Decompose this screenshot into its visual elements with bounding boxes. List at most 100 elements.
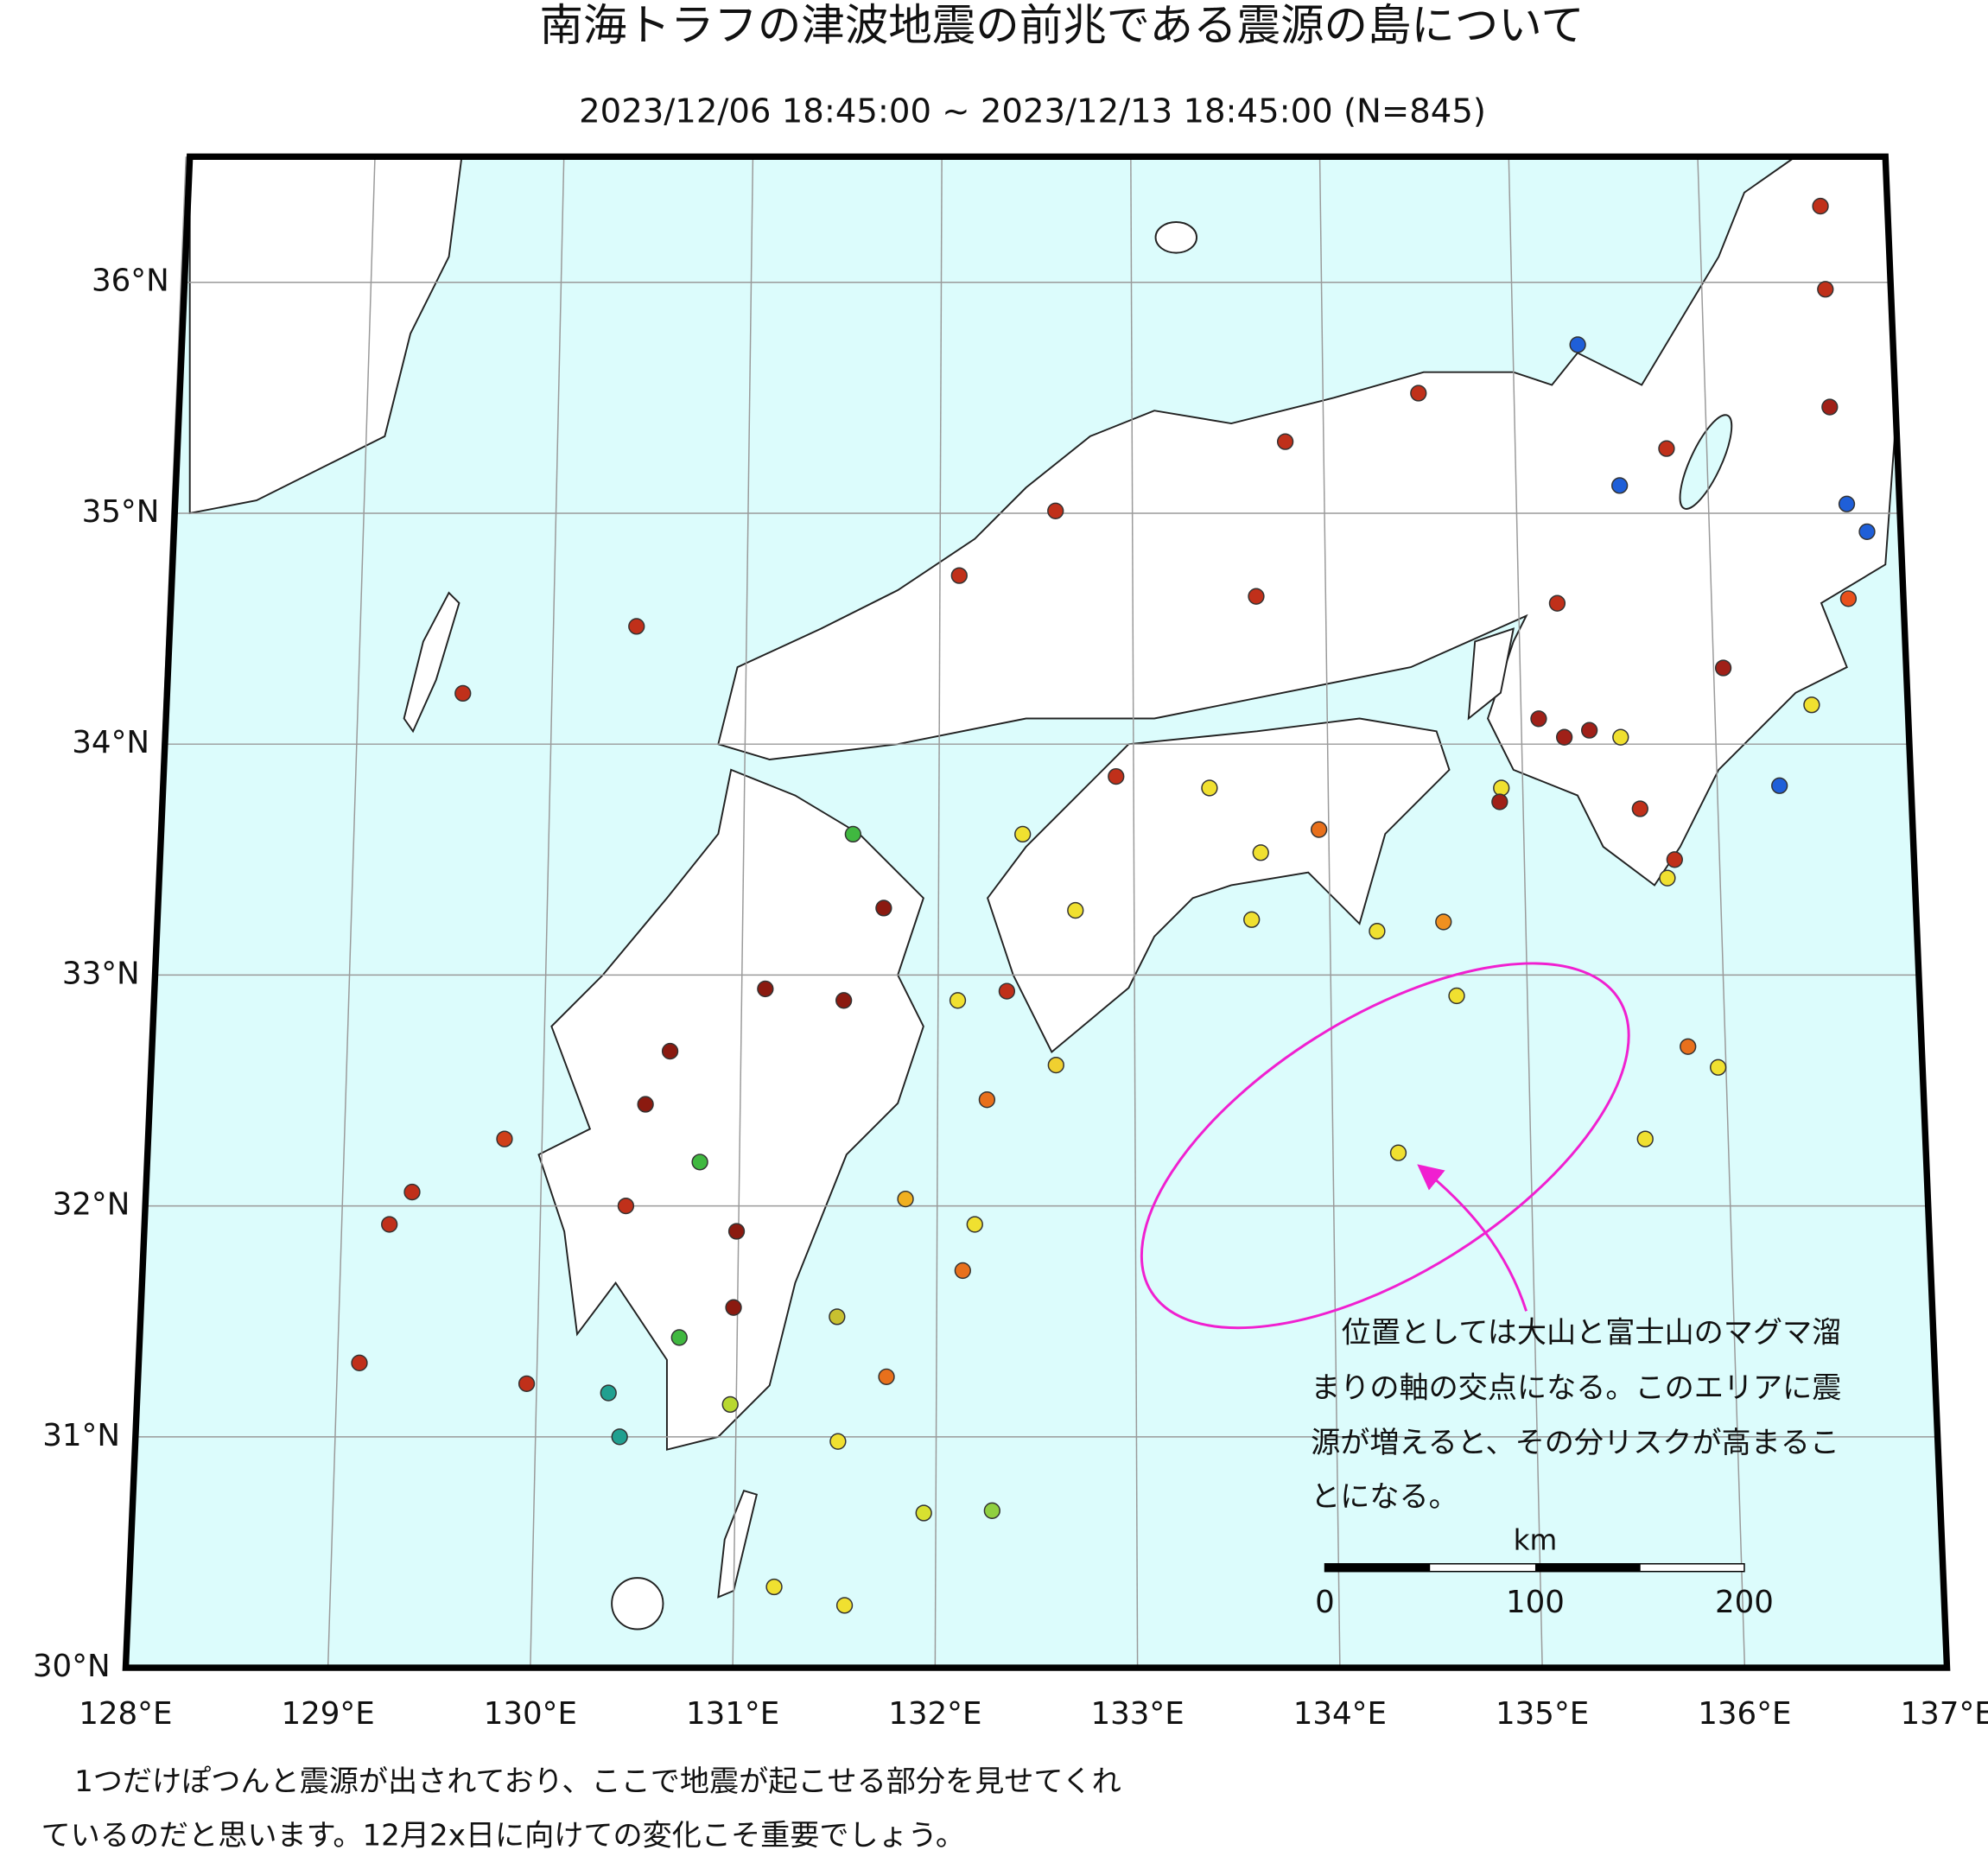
quake — [496, 1130, 513, 1148]
quake — [1569, 336, 1586, 353]
quake — [1858, 523, 1876, 540]
quake — [1493, 779, 1510, 797]
quake — [983, 1502, 1000, 1519]
quake — [1803, 696, 1820, 714]
quake — [1680, 1038, 1697, 1055]
annotation-line: まりの軸の交点になる。このエリアに震 — [1311, 1370, 1841, 1405]
lat-label: 35°N — [82, 494, 160, 530]
quake — [966, 1216, 983, 1233]
quake — [721, 1395, 739, 1414]
subtitle: 2023/12/06 18:45:00 ~ 2023/12/13 18:45:0… — [579, 92, 1486, 130]
lon-label: 134°E — [1293, 1696, 1387, 1732]
land — [188, 156, 1897, 1631]
annotation-line: とになる。 — [1311, 1480, 1458, 1515]
kyushu — [537, 768, 924, 1451]
lon-label: 136°E — [1698, 1696, 1791, 1732]
scale-bar: km 0 100 200 — [1315, 1524, 1774, 1620]
map-frame — [122, 153, 1951, 1671]
scale-bar-segment — [1324, 1563, 1431, 1572]
quake — [950, 567, 968, 584]
grid-line — [1697, 156, 1746, 1669]
quake — [1311, 821, 1328, 838]
quake — [835, 1597, 854, 1614]
quake — [1821, 398, 1839, 416]
quake — [1410, 385, 1427, 402]
quake — [628, 618, 645, 635]
lat-label: 30°N — [33, 1649, 111, 1684]
grid-line — [1508, 156, 1543, 1669]
scale-label: 100 — [1506, 1585, 1565, 1620]
quake — [727, 1223, 746, 1240]
scale-bar-segment — [1534, 1563, 1641, 1572]
grid-line — [327, 156, 376, 1669]
quake — [1555, 728, 1573, 746]
quake — [1243, 911, 1261, 928]
quake — [1248, 588, 1265, 605]
quake — [915, 1504, 932, 1522]
quake — [403, 1183, 421, 1201]
quake — [617, 1197, 635, 1215]
quake — [518, 1375, 536, 1393]
quake — [1838, 495, 1856, 512]
scale-label: 200 — [1715, 1585, 1774, 1620]
quake — [1448, 987, 1465, 1005]
lon-label: 135°E — [1496, 1696, 1589, 1732]
lake-biwa — [1679, 414, 1733, 510]
quake — [1491, 793, 1508, 811]
quake — [1369, 922, 1386, 940]
quake — [1389, 1144, 1407, 1161]
annotation-line: 源が増えると、その分リスクが高まるこ — [1311, 1426, 1839, 1460]
quake — [1812, 197, 1829, 215]
quake — [949, 992, 967, 1009]
quake — [1047, 502, 1064, 519]
quake — [978, 1091, 996, 1109]
title: 南海トラフの津波地震の前兆である震源の島について — [540, 0, 1585, 50]
lon-label: 133°E — [1090, 1696, 1184, 1732]
tsushima — [403, 591, 460, 734]
lon-label: 131°E — [686, 1696, 779, 1732]
lat-label: 32°N — [53, 1187, 130, 1223]
lon-label: 132°E — [888, 1696, 981, 1732]
grid-line — [1130, 156, 1139, 1669]
quake — [1631, 800, 1648, 817]
quake — [1771, 777, 1788, 794]
quake — [611, 1428, 628, 1446]
quake — [661, 1042, 679, 1060]
shikoku — [987, 717, 1451, 1053]
lon-label: 137°E — [1901, 1696, 1988, 1732]
lat-label: 33°N — [62, 956, 140, 991]
lat-label: 31°N — [42, 1418, 120, 1453]
quake — [1611, 477, 1629, 494]
tanegashima — [717, 1489, 759, 1599]
quake — [757, 980, 774, 998]
quake — [1714, 659, 1732, 677]
yakushima — [611, 1577, 664, 1631]
quake — [454, 684, 472, 702]
quake — [1817, 281, 1834, 298]
lon-label: 128°E — [79, 1696, 172, 1732]
quake — [725, 1299, 742, 1316]
quake — [1659, 869, 1676, 887]
quake — [844, 825, 861, 843]
quake — [897, 1190, 914, 1208]
grid-line — [732, 156, 754, 1669]
quake — [875, 900, 892, 917]
quake — [600, 1384, 617, 1402]
honshu — [717, 156, 1897, 887]
quake — [670, 1329, 688, 1346]
grid-line — [934, 156, 943, 1669]
quake — [998, 982, 1016, 1000]
grid-line — [530, 156, 565, 1669]
quake — [1636, 1130, 1654, 1148]
quake — [1435, 913, 1452, 931]
oki — [1154, 221, 1198, 254]
quake — [1548, 594, 1566, 612]
quake — [954, 1262, 971, 1280]
quake — [1530, 710, 1547, 728]
quake — [1067, 901, 1084, 919]
highlight-ellipse — [1140, 962, 1630, 1330]
grid-line — [1318, 156, 1341, 1669]
lat-label: 34°N — [72, 725, 149, 760]
scale-unit: km — [1514, 1524, 1558, 1557]
quake — [637, 1096, 654, 1113]
